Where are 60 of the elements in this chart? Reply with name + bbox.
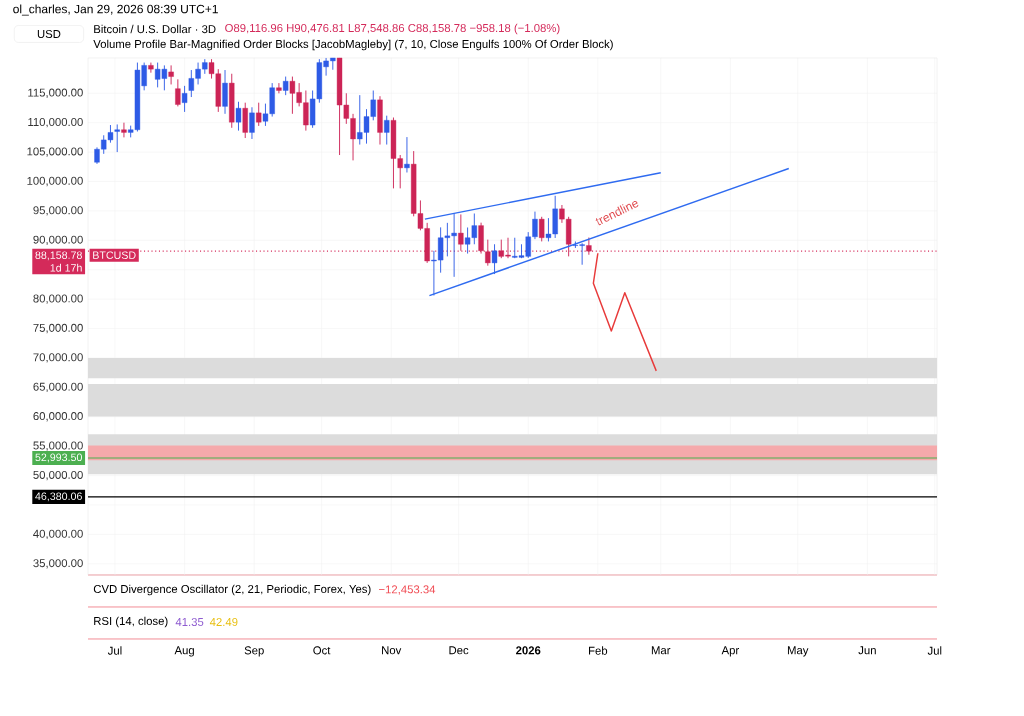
text: −12,453.34	[379, 585, 436, 595]
y-tick-label: 40,000.00	[33, 529, 83, 540]
x-tick-label: Jul	[107, 646, 122, 655]
ref-line-label: 46,380.06	[35, 492, 82, 502]
candlestick	[175, 78, 181, 107]
ref-line-label: 88,158.78	[35, 251, 82, 261]
y-tick-label: 50,000.00	[33, 470, 83, 481]
text: 1d 17h	[50, 263, 82, 272]
x-tick-label: Mar	[651, 646, 671, 655]
y-tick-label: 115,000.00	[28, 88, 83, 98]
y-tick-label: 80,000.00	[33, 294, 83, 304]
y-tick-label: 55,000.00	[33, 441, 83, 451]
candlestick	[491, 243, 498, 275]
candlestick	[276, 82, 282, 94]
y-tick-label: 35,000.00	[33, 559, 83, 569]
candlestick	[235, 101, 242, 132]
x-tick-label: Apr	[721, 646, 739, 657]
candlestick	[121, 122, 127, 138]
candlestick	[249, 106, 255, 140]
x-tick-label: Sep	[244, 646, 264, 657]
y-tick-label: 100,000.00	[27, 176, 83, 187]
text: USD	[37, 29, 61, 38]
candlestick	[539, 216, 545, 242]
candlestick	[384, 115, 390, 146]
candlestick	[181, 85, 188, 113]
x-tick-label: Oct	[313, 646, 331, 655]
x-tick-label: Dec	[449, 646, 469, 655]
x-tick-label: Jul	[927, 646, 942, 655]
text: ol_charles, Jan 29, 2026 08:39 UTC+1	[13, 4, 218, 16]
y-tick-label: 70,000.00	[33, 353, 83, 363]
candlestick	[148, 62, 154, 74]
y-tick-label: 75,000.00	[33, 323, 83, 334]
candlestick	[114, 123, 120, 153]
annotation: BTCUSD	[93, 251, 136, 259]
y-tick-label: 60,000.00	[33, 412, 83, 422]
x-tick-label: 2026	[516, 646, 541, 655]
x-tick-label: Feb	[589, 646, 608, 655]
y-tick-label: 110,000.00	[28, 118, 83, 128]
y-tick-label: 105,000.00	[27, 147, 83, 157]
ref-line-label: 52,993.50	[35, 453, 82, 463]
x-tick-label: May	[787, 646, 809, 657]
text: CVD Divergence Oscillator (2, 21, Periodic, Forex, Yes)	[93, 584, 371, 596]
chart-title: Bitcoin / U.S. Dollar · 3D	[94, 24, 216, 34]
candlestick	[256, 102, 262, 127]
candlestick	[222, 69, 228, 115]
text: 42.49	[209, 617, 238, 626]
y-tick-label: 65,000.00	[33, 382, 83, 393]
y-tick-label: 90,000.00	[33, 235, 83, 245]
candlestick	[404, 136, 410, 173]
text: O89,116.96 H90,476.81 L87,548.86 C88,158.78 −958.18 (−1.08%)	[225, 23, 560, 35]
y-tick-label: 95,000.00	[33, 206, 83, 216]
x-tick-label: Aug	[174, 646, 194, 657]
line-series	[592, 252, 657, 372]
x-tick-label: Nov	[382, 646, 402, 655]
text: RSI (14, close)	[94, 616, 168, 628]
text: 41.35	[175, 617, 204, 626]
candlestick	[168, 64, 174, 85]
x-tick-label: Jun	[858, 646, 876, 655]
candlestick	[282, 76, 289, 96]
text: Volume Profile Bar-Magnified Order Blocks [JacobMagleby] (7, 10, Close Engulfs 100% Of Order Block)	[93, 39, 613, 51]
